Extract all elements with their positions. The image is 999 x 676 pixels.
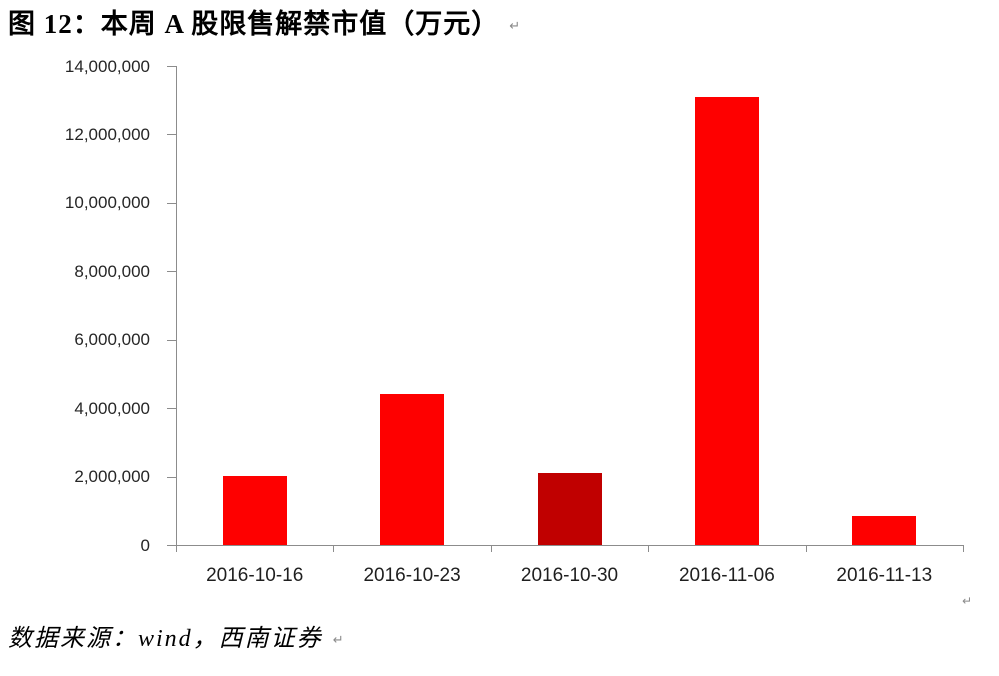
y-axis-tick: [167, 408, 176, 410]
y-axis: [176, 66, 177, 551]
x-axis-category-label: 2016-11-06: [678, 565, 775, 586]
y-axis-tick: [167, 202, 176, 204]
figure-number-label: 图 12：: [8, 9, 101, 39]
figure-title-text: 本周 A 股限售解禁市值（万元）: [100, 9, 500, 39]
source-note-text: 数据来源：wind，西南证券: [8, 626, 323, 652]
bottom-divider-rule: [0, 606, 980, 610]
x-axis-category-label: 2016-10-16: [206, 565, 304, 586]
y-axis-tick-label: 12,000,000: [64, 124, 150, 144]
y-axis-tick: [167, 134, 176, 136]
y-axis-tick: [167, 476, 176, 478]
x-axis-tick: [333, 545, 335, 552]
x-axis-tick: [805, 545, 807, 552]
bar: [222, 476, 287, 545]
x-axis: [168, 545, 963, 546]
bar: [694, 97, 759, 545]
x-axis-category-label: 2016-11-13: [836, 565, 933, 586]
y-axis-tick: [167, 339, 176, 341]
paragraph-return-icon: ↵: [509, 19, 522, 35]
bar: [537, 473, 602, 545]
bar: [380, 394, 445, 545]
data-source-note: 数据来源：wind，西南证券 ↵: [8, 618, 998, 653]
y-axis-tick-label: 14,000,000: [64, 56, 150, 76]
x-axis-tick: [963, 545, 964, 552]
figure-title: 图 12：本周 A 股限售解禁市值（万元） ↵: [8, 2, 998, 41]
y-axis-tick-label: 10,000,000: [64, 193, 150, 213]
x-axis-category-label: 2016-10-30: [520, 565, 619, 586]
x-axis-tick: [176, 545, 177, 552]
paragraph-return-icon: ↵: [962, 594, 973, 608]
y-axis-tick-label: 4,000,000: [74, 398, 150, 418]
y-axis-tick-label: 6,000,000: [74, 330, 150, 350]
paragraph-return-icon: ↵: [332, 632, 346, 648]
bar: [852, 516, 917, 545]
y-axis-tick-label: 8,000,000: [74, 261, 150, 281]
y-axis-tick: [167, 66, 176, 67]
y-axis-tick-label: 0: [140, 535, 150, 555]
y-axis-tick: [167, 271, 176, 273]
x-axis-tick: [648, 545, 650, 552]
x-axis-category-label: 2016-10-23: [363, 565, 461, 586]
x-axis-tick: [490, 545, 492, 552]
y-axis-tick-label: 2,000,000: [74, 467, 150, 487]
